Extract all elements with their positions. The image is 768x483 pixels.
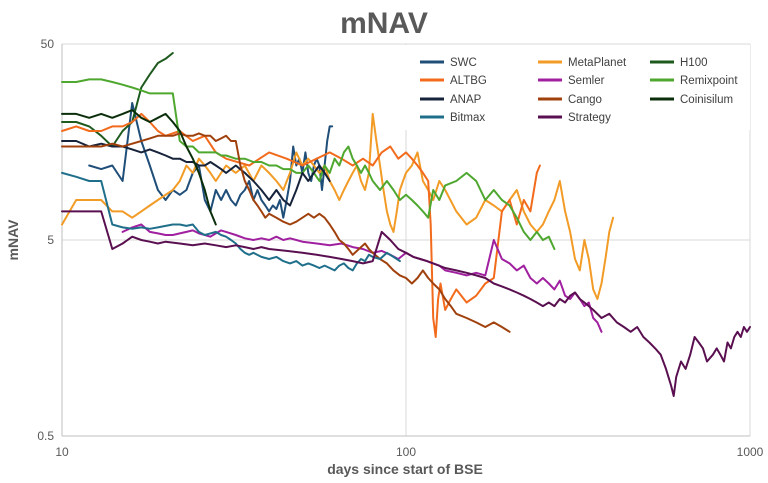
x-tick-label: 10: [55, 445, 69, 459]
legend-label: Strategy: [568, 112, 611, 124]
legend-entry-anap: ANAP: [420, 94, 482, 106]
legend-label: SWC: [450, 57, 477, 69]
legend-label: H100: [680, 57, 708, 69]
series-line-cango: [61, 132, 511, 333]
series-line-anap: [61, 140, 331, 207]
legend-entry-strategy: Strategy: [538, 112, 611, 124]
legend-entry-altbg: ALTBG: [420, 75, 487, 87]
y-axis-title: mNAV: [5, 219, 21, 261]
series-line-swc: [88, 102, 334, 219]
legend-label: ALTBG: [450, 75, 487, 87]
chart-title: mNAV: [340, 7, 428, 40]
y-tick-label: 0.5: [37, 429, 54, 443]
x-axis-title: days since start of BSE: [327, 461, 483, 477]
legend-entry-remixpoint: Remixpoint: [650, 75, 738, 87]
series-line-metaplanet: [61, 112, 615, 300]
x-tick-label: 100: [396, 445, 416, 459]
legend-entry-bitmax: Bitmax: [420, 112, 485, 124]
legend-label: Coinisilum: [680, 94, 733, 106]
legend-label: ANAP: [450, 94, 482, 106]
legend-label: Bitmax: [450, 112, 485, 124]
legend-label: MetaPlanet: [568, 57, 627, 69]
legend-label: Semler: [568, 75, 605, 87]
legend-entry-coinisilum: Coinisilum: [650, 94, 733, 106]
y-tick-labels: 50 5 0.5: [37, 37, 54, 443]
series-line-altbg: [61, 112, 541, 338]
legend-background: [405, 45, 750, 130]
series-line-bitmax: [61, 171, 401, 272]
y-tick-label: 50: [41, 37, 55, 51]
legend-entry-h100: H100: [650, 57, 708, 69]
legend-entry-semler: Semler: [538, 75, 605, 87]
legend-label: Remixpoint: [680, 75, 738, 87]
y-tick-label: 5: [47, 233, 54, 247]
series-line-strategy: [61, 210, 751, 397]
legend-entry-cango: Cango: [538, 94, 602, 106]
legend: SWC MetaPlanet H100 ALTBG Semler Remixpoint AN…: [420, 57, 738, 124]
legend-entry-swc: SWC: [420, 57, 477, 69]
x-tick-label: 1000: [737, 445, 764, 459]
legend-label: Cango: [568, 94, 602, 106]
series-line-coinisilum: [61, 109, 217, 226]
x-tick-labels: 10 100 1000: [55, 445, 763, 459]
axes: [61, 44, 750, 437]
series-line-h100: [61, 52, 174, 148]
legend-entry-metaplanet: MetaPlanet: [538, 57, 627, 69]
series-lines: [61, 52, 751, 397]
